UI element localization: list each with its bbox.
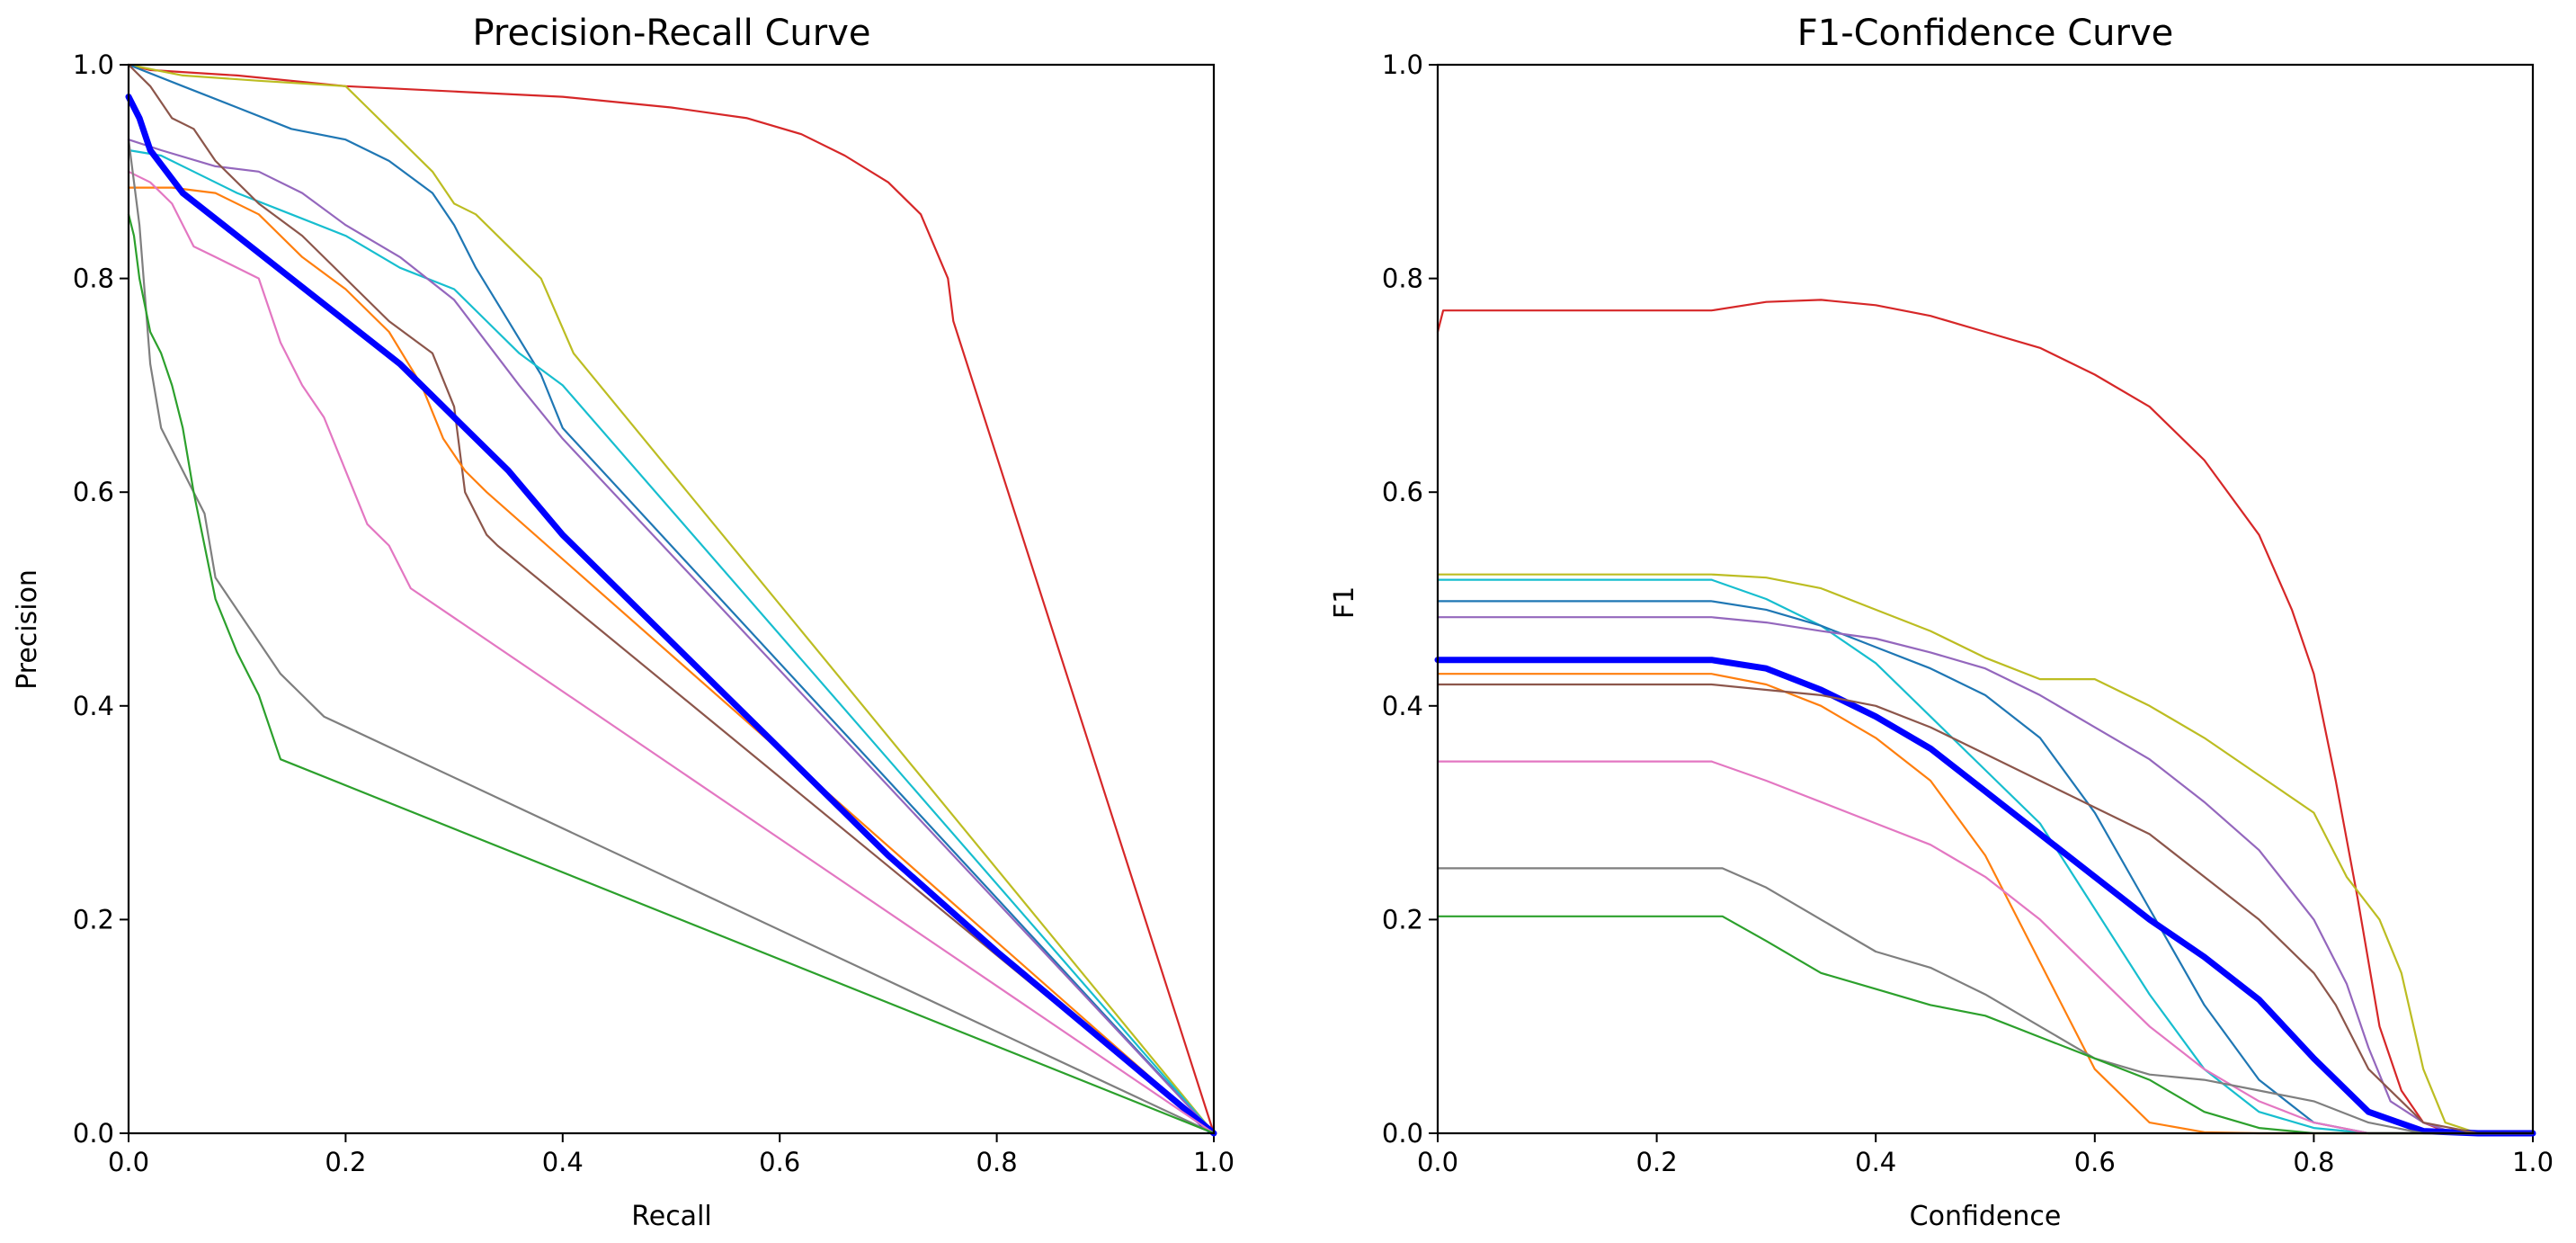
pr-series-class-cyan xyxy=(127,148,1216,1135)
pr-series-all-classes xyxy=(125,94,1217,1137)
f1-series-class-orange xyxy=(1436,673,2535,1135)
pr-series-class-gray xyxy=(127,139,1216,1135)
f1-y-tick-label: 0.6 xyxy=(1382,477,1423,507)
f1-y-tick-label: 0.2 xyxy=(1382,904,1423,934)
f1-y-tick-label: 0.8 xyxy=(1382,264,1423,294)
pr-y-tick-label: 0.6 xyxy=(73,477,114,507)
pr-series-class-green xyxy=(127,213,1216,1135)
f1-series-class-pink xyxy=(1436,760,2535,1135)
pr-series-class-blue xyxy=(127,63,1216,1135)
f1-series-class-blue xyxy=(1436,600,2535,1135)
f1-confidence-panel: F1-Confidence Curve Confidence F1 0.0 0.2… xyxy=(1329,13,2554,1232)
pr-series-class-purple xyxy=(127,139,1216,1135)
f1-x-tick-label: 0.8 xyxy=(2293,1147,2334,1177)
pr-x-tick-label: 0.2 xyxy=(325,1147,366,1177)
f1-x-tick-label: 0.6 xyxy=(2074,1147,2116,1177)
f1-y-tick-label: 1.0 xyxy=(1382,49,1423,80)
precision-recall-panel: Precision-Recall Curve Recall Precision … xyxy=(12,13,1235,1232)
pr-y-tick-label: 1.0 xyxy=(73,49,114,80)
f1-confidence-ticks: 0.0 0.2 0.4 0.6 0.8 1.0 0.0 0.2 0.4 0.6 0.8 1.0 xyxy=(1382,49,2554,1177)
pr-series-class-pink xyxy=(127,170,1216,1135)
f1-confidence-lines xyxy=(1434,299,2536,1137)
pr-y-tick-label: 0.4 xyxy=(73,691,114,721)
f1-series-class-purple xyxy=(1436,616,2535,1135)
f1-series-class-red xyxy=(1436,299,2535,1135)
precision-axis-label: Precision xyxy=(12,569,43,690)
precision-recall-title: Precision-Recall Curve xyxy=(473,13,871,54)
pr-x-tick-label: 0.6 xyxy=(759,1147,800,1177)
pr-y-tick-label: 0.8 xyxy=(73,264,114,294)
f1-x-tick-label: 0.0 xyxy=(1417,1147,1458,1177)
f1-y-tick-label: 0.4 xyxy=(1382,691,1423,721)
pr-series-class-olive xyxy=(127,63,1216,1135)
f1-series-class-brown xyxy=(1436,683,2535,1135)
f1-x-tick-label: 1.0 xyxy=(2512,1147,2554,1177)
f1-confidence-plot-frame xyxy=(1436,63,2535,1135)
f1-series-all-classes xyxy=(1434,657,2536,1137)
f1-confidence-title: F1-Confidence Curve xyxy=(1797,13,2174,54)
pr-x-tick-label: 0.4 xyxy=(542,1147,584,1177)
f1-series-class-olive xyxy=(1436,573,2535,1135)
f1-series-class-cyan xyxy=(1436,578,2535,1135)
f1-x-tick-label: 0.2 xyxy=(1636,1147,1678,1177)
pr-x-tick-label: 0.0 xyxy=(108,1147,149,1177)
pr-series-class-orange xyxy=(127,186,1216,1135)
precision-recall-lines xyxy=(125,63,1217,1137)
confidence-axis-label: Confidence xyxy=(1910,1201,2062,1232)
pr-y-tick-label: 0.0 xyxy=(73,1118,114,1149)
f1-x-tick-label: 0.4 xyxy=(1855,1147,1896,1177)
precision-recall-plot-frame xyxy=(127,63,1216,1135)
precision-recall-ticks: 0.0 0.2 0.4 0.6 0.8 1.0 0.0 0.2 0.4 0.6 0.8 1.0 xyxy=(73,49,1235,1177)
f1-y-tick-label: 0.0 xyxy=(1382,1118,1423,1149)
pr-y-tick-label: 0.2 xyxy=(73,904,114,934)
pr-series-class-brown xyxy=(127,63,1216,1135)
pr-series-class-red xyxy=(127,63,1216,1135)
f1-series-class-green xyxy=(1436,915,2535,1135)
f1-series-class-gray xyxy=(1436,867,2535,1135)
f1-axis-label: F1 xyxy=(1329,586,1360,619)
pr-x-tick-label: 0.8 xyxy=(976,1147,1018,1177)
recall-axis-label: Recall xyxy=(631,1201,712,1232)
pr-x-tick-label: 1.0 xyxy=(1193,1147,1235,1177)
